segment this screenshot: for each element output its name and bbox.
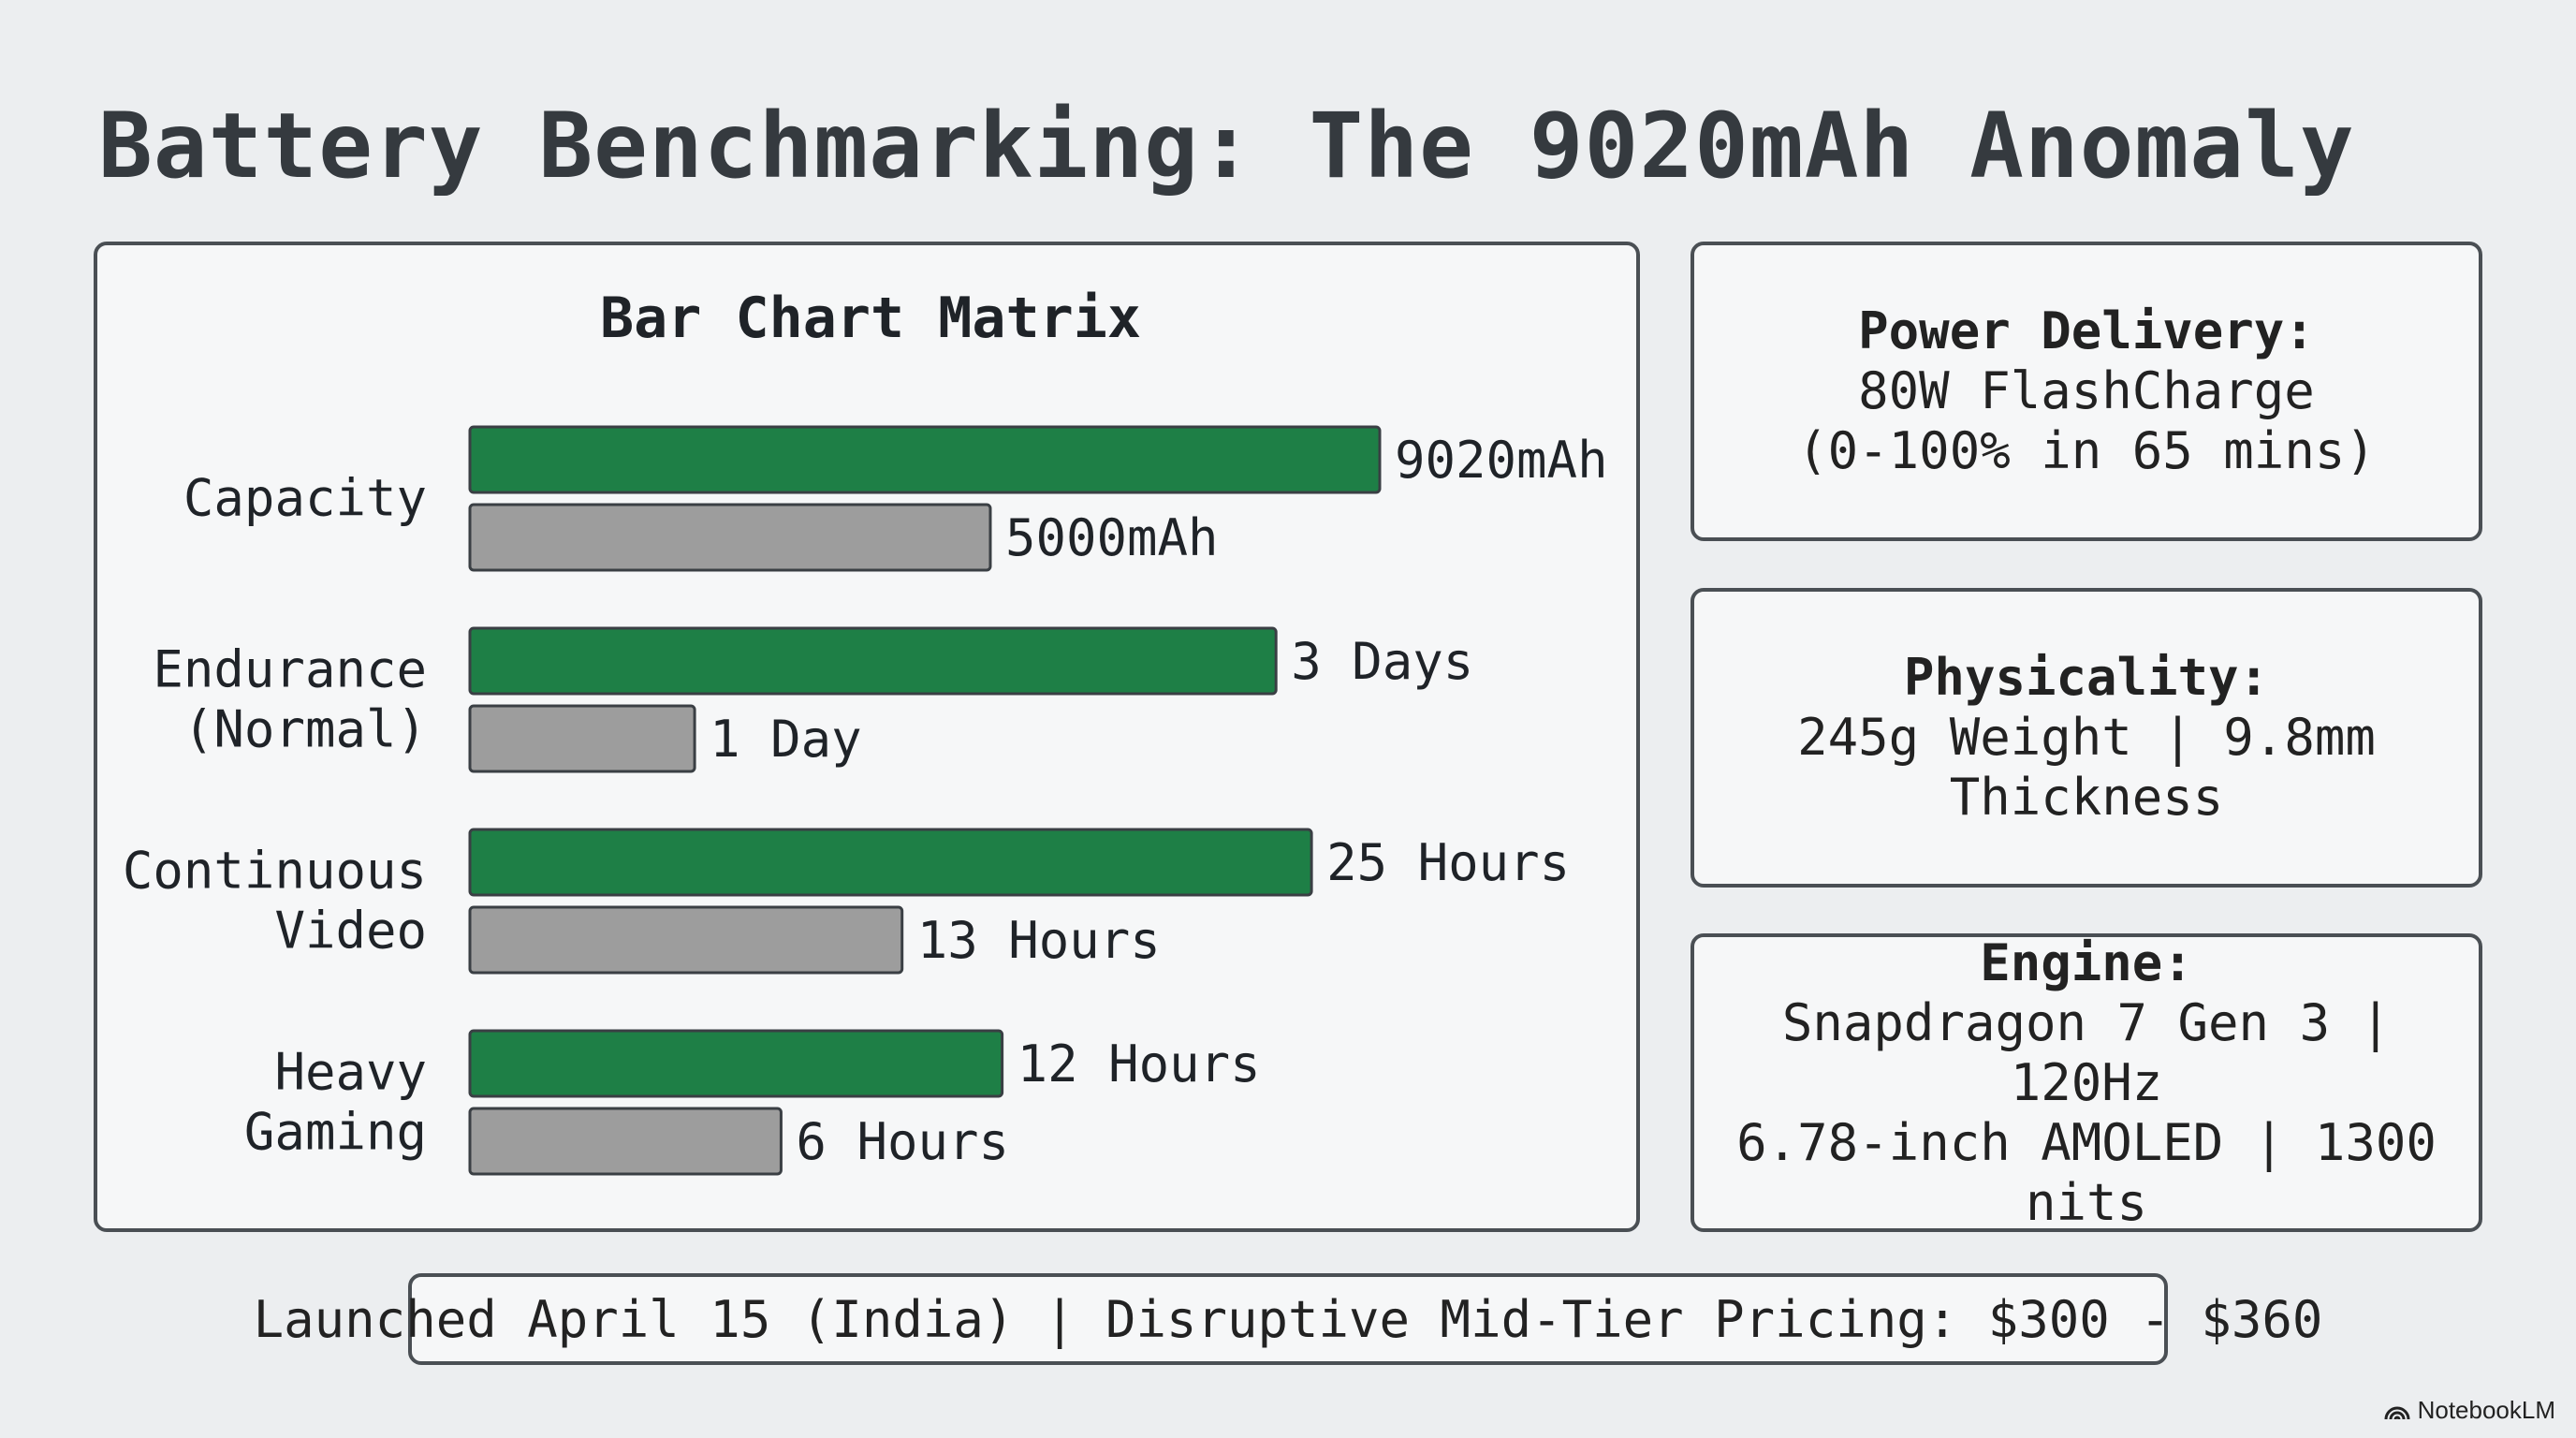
physicality-line: 245g Weight | 9.8mm Thickness xyxy=(1797,708,2376,827)
bar-value-label: 1 Day xyxy=(710,710,862,769)
bar-primary xyxy=(468,1029,1004,1098)
bar-chart: Bar Chart Matrix Capacity 9020mAh 5000mAh E… xyxy=(123,286,1608,1176)
bar-value-label: 9020mAh xyxy=(1395,431,1608,490)
engine-chipset-line: Snapdragon 7 Gen 3 | 120Hz xyxy=(1781,992,2392,1112)
physicality-card: Physicality: 245g Weight | 9.8mm Thickne… xyxy=(1690,588,2482,888)
launch-pricing-banner: Launched April 15 (India) | Disruptive M… xyxy=(254,1273,2322,1365)
bar-secondary xyxy=(468,1107,783,1176)
power-delivery-title: Power Delivery: xyxy=(1858,301,2315,360)
notebooklm-watermark: NotebookLM xyxy=(2384,1396,2555,1425)
engine-card: Engine: Snapdragon 7 Gen 3 | 120Hz 6.78-… xyxy=(1690,933,2482,1232)
physicality-title: Physicality: xyxy=(1903,648,2270,707)
category-label: Video xyxy=(274,902,427,961)
bar-value-label: 13 Hours xyxy=(917,911,1161,970)
launch-pricing-text: Launched April 15 (India) | Disruptive M… xyxy=(253,1289,2323,1349)
bar-value-label: 3 Days xyxy=(1291,632,1473,691)
bar-value-label: 25 Hours xyxy=(1326,833,1570,892)
bar-value-label: 12 Hours xyxy=(1017,1034,1261,1093)
power-delivery-line: 80W FlashCharge xyxy=(1858,361,2315,420)
category-label: Gaming xyxy=(244,1103,427,1162)
engine-display-line: 6.78-inch AMOLED | 1300 nits xyxy=(1736,1112,2437,1232)
slide-title: Battery Benchmarking: The 9020mAh Anomal… xyxy=(98,94,2355,198)
bar-secondary xyxy=(468,503,992,572)
bar-value-label: 6 Hours xyxy=(796,1112,1009,1171)
engine-title: Engine: xyxy=(1980,932,2193,992)
bar-primary xyxy=(468,626,1278,696)
bar-primary xyxy=(468,425,1382,494)
brand-label: NotebookLM xyxy=(2417,1396,2555,1424)
chart-panel: Bar Chart Matrix Capacity 9020mAh 5000mAh E… xyxy=(94,242,1640,1232)
chart-title: Bar Chart Matrix xyxy=(600,286,1141,351)
bar-secondary xyxy=(468,704,696,773)
power-delivery-card: Power Delivery: 80W FlashCharge (0-100% … xyxy=(1690,242,2482,541)
category-label: Endurance xyxy=(153,640,427,699)
bar-secondary xyxy=(468,905,904,975)
category-label: Heavy xyxy=(274,1043,427,1102)
category-label: (Normal) xyxy=(183,700,427,759)
notebooklm-logo-icon xyxy=(2384,1406,2410,1419)
category-label: Continuous xyxy=(123,842,427,901)
category-label: Capacity xyxy=(183,469,427,528)
bar-primary xyxy=(468,828,1313,897)
power-delivery-detail: (0-100% in 65 mins) xyxy=(1797,421,2376,480)
bar-value-label: 5000mAh xyxy=(1005,508,1219,567)
